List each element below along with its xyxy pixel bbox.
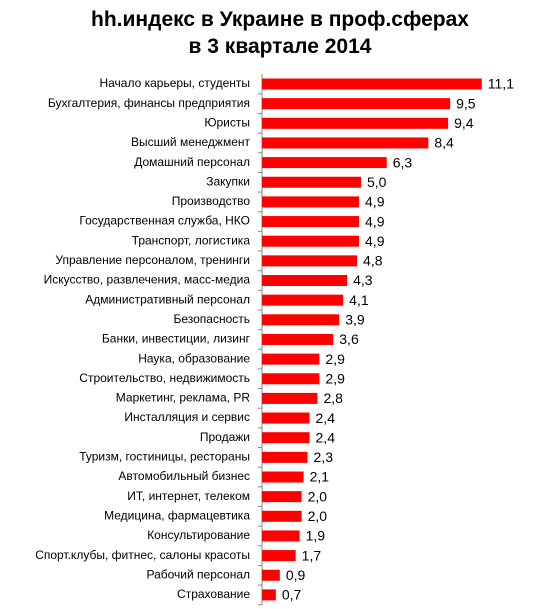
bar <box>262 373 320 385</box>
bar <box>262 294 344 306</box>
category-label: Производство <box>172 194 251 208</box>
value-label: 8,4 <box>434 135 454 151</box>
category-label: Юристы <box>204 115 250 129</box>
category-label: Консультирование <box>147 528 250 542</box>
category-label: Закупки <box>206 174 250 188</box>
bar <box>262 117 449 129</box>
category-label: Государственная служба, НКО <box>79 214 250 228</box>
category-label: Бухгалтерия, финансы предприятия <box>48 96 250 110</box>
value-label: 4,9 <box>365 213 385 229</box>
bar <box>262 333 334 345</box>
value-label: 4,3 <box>353 272 373 288</box>
category-label: Административный персонал <box>85 292 250 306</box>
value-label: 6,3 <box>393 154 413 170</box>
bar <box>262 196 360 208</box>
value-label: 11,1 <box>488 76 514 92</box>
bar <box>262 589 276 601</box>
category-label: Искусство, развлечения, масс-медиа <box>44 273 251 287</box>
bar <box>262 98 451 110</box>
category-label: Управление персоналом, тренинги <box>55 253 250 267</box>
value-label: 2,3 <box>314 449 334 465</box>
value-label: 2,9 <box>325 351 345 367</box>
value-label: 4,9 <box>365 233 385 249</box>
bar <box>262 550 296 562</box>
bar <box>262 235 360 247</box>
category-label: Строительство, недвижимость <box>79 371 250 385</box>
category-label: Продажи <box>200 430 250 444</box>
bar <box>262 137 429 149</box>
category-label: Маркетинг, реклама, PR <box>116 391 251 405</box>
bar <box>262 392 318 404</box>
category-label: Начало карьеры, студенты <box>99 76 250 90</box>
value-label: 2,8 <box>323 390 343 406</box>
bar <box>262 569 280 581</box>
category-label: Банки, инвестиции, лизинг <box>102 332 251 346</box>
value-label: 2,0 <box>308 508 328 524</box>
bar <box>262 471 304 483</box>
value-label: 4,8 <box>363 253 383 269</box>
category-label: Инсталляция и сервис <box>124 410 250 424</box>
bar <box>262 412 310 424</box>
value-label: 3,9 <box>345 312 365 328</box>
value-label: 4,1 <box>349 292 369 308</box>
bar <box>262 176 361 188</box>
value-label: 2,4 <box>316 429 336 445</box>
bar <box>262 432 310 444</box>
bar <box>262 510 302 522</box>
category-label: Спорт.клубы, фитнес, салоны красоты <box>35 548 250 562</box>
value-label: 0,9 <box>286 567 306 583</box>
bar <box>262 353 320 365</box>
category-label: Высший менеджмент <box>131 135 251 149</box>
value-label: 2,1 <box>310 469 330 485</box>
category-label: Автомобильный бизнес <box>118 469 250 483</box>
chart-title: hh.индекс в Украине в проф.сферах в 3 кв… <box>91 8 469 58</box>
bar <box>262 275 348 286</box>
value-label: 9,5 <box>456 95 476 111</box>
value-label: 9,4 <box>454 115 474 131</box>
bar <box>262 78 482 90</box>
category-label: ИТ, интернет, телеком <box>127 489 250 503</box>
bar <box>262 255 358 267</box>
bar <box>262 530 300 542</box>
value-label: 0,7 <box>282 587 302 603</box>
category-label: Наука, образование <box>138 351 250 365</box>
category-label: Медицина, фармацевтика <box>104 508 250 522</box>
value-label: 4,9 <box>365 194 385 210</box>
bar <box>262 314 340 326</box>
bar <box>262 451 308 463</box>
value-label: 3,6 <box>339 331 359 347</box>
value-label: 5,0 <box>367 174 387 190</box>
category-label: Рабочий персонал <box>146 567 250 581</box>
bar <box>262 216 360 228</box>
category-label: Безопасность <box>173 312 250 326</box>
category-label: Страхование <box>177 587 250 601</box>
value-label: 2,0 <box>308 488 328 504</box>
value-label: 1,9 <box>306 528 326 544</box>
category-label: Туризм, гостиницы, рестораны <box>79 450 250 464</box>
value-label: 2,9 <box>325 370 345 386</box>
value-label: 2,4 <box>316 410 336 426</box>
value-label: 1,7 <box>302 547 322 563</box>
category-label: Домашний персонал <box>134 155 250 169</box>
category-label: Транспорт, логистика <box>132 233 251 247</box>
bar <box>262 157 387 169</box>
bar <box>262 491 302 503</box>
